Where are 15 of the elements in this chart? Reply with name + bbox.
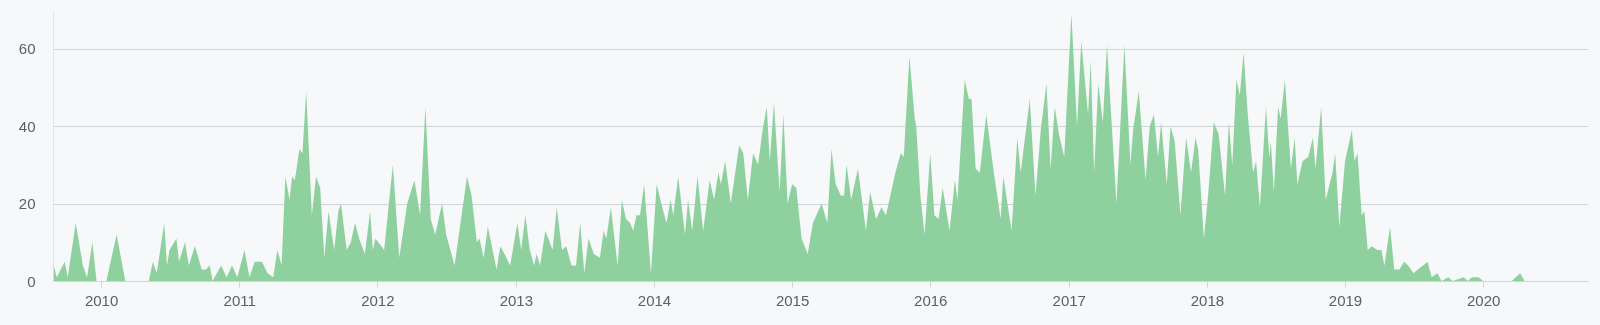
x-tick-label: 2014 <box>637 291 672 309</box>
x-tick-label: 2020 <box>1466 291 1501 309</box>
x-tick-label: 2013 <box>499 291 534 309</box>
x-tick-label: 2016 <box>914 291 948 309</box>
y-tick-label: 60 <box>18 40 36 58</box>
x-tick-label: 2018 <box>1190 291 1225 309</box>
x-tick-label: 2015 <box>775 291 810 309</box>
y-tick-label: 20 <box>18 195 36 213</box>
x-tick-label: 2011 <box>223 291 256 309</box>
x-tick-label: 2010 <box>84 291 119 309</box>
x-tick-label: 2019 <box>1328 291 1363 309</box>
y-tick-label: 0 <box>27 272 36 290</box>
y-tick-label: 40 <box>18 117 36 135</box>
x-tick-label: 2012 <box>361 291 395 309</box>
x-tick-label: 2017 <box>1052 291 1086 309</box>
